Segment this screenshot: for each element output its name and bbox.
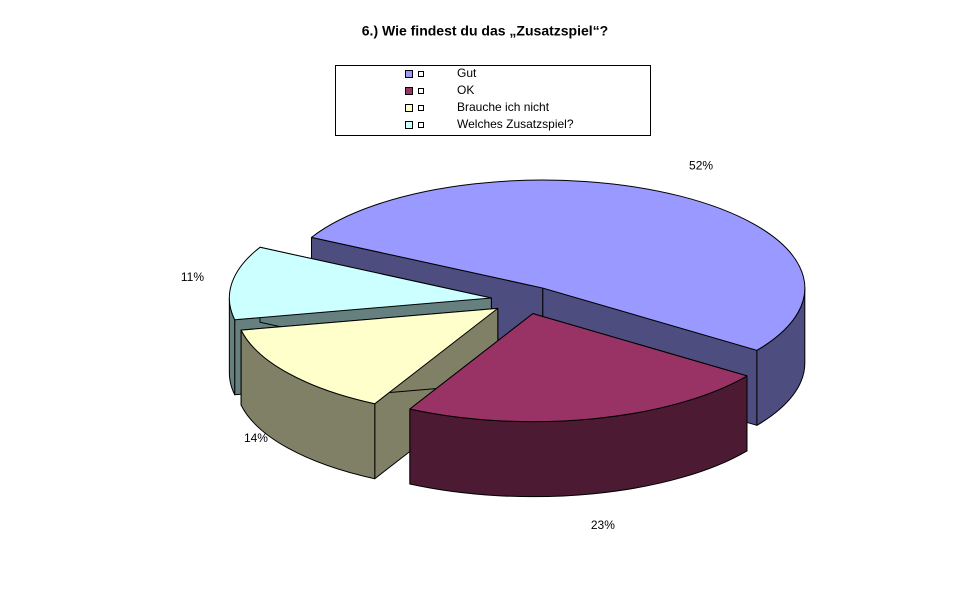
chart-title: 6.) Wie findest du das „Zusatzspiel“? <box>362 23 608 39</box>
legend-label: OK <box>457 83 474 97</box>
legend-marker <box>418 88 424 94</box>
data-label: 14% <box>244 431 268 445</box>
legend-swatch <box>405 104 413 112</box>
legend-marker <box>418 122 424 128</box>
data-label: 23% <box>591 518 615 532</box>
slice <box>228 246 492 321</box>
legend-box <box>335 65 651 136</box>
legend-label: Brauche ich nicht <box>457 100 550 114</box>
legend-label: Welches Zusatzspiel? <box>457 117 574 131</box>
legend-marker <box>418 71 424 77</box>
slice <box>409 313 748 423</box>
legend-swatch <box>405 121 413 129</box>
slice <box>310 179 806 351</box>
data-label: 11% <box>181 270 204 284</box>
legend-marker <box>418 105 424 111</box>
legend-label: Gut <box>457 66 477 80</box>
legend-swatch <box>405 87 413 95</box>
slice <box>240 307 499 405</box>
legend-swatch <box>405 70 413 78</box>
data-label: 52% <box>689 158 713 172</box>
